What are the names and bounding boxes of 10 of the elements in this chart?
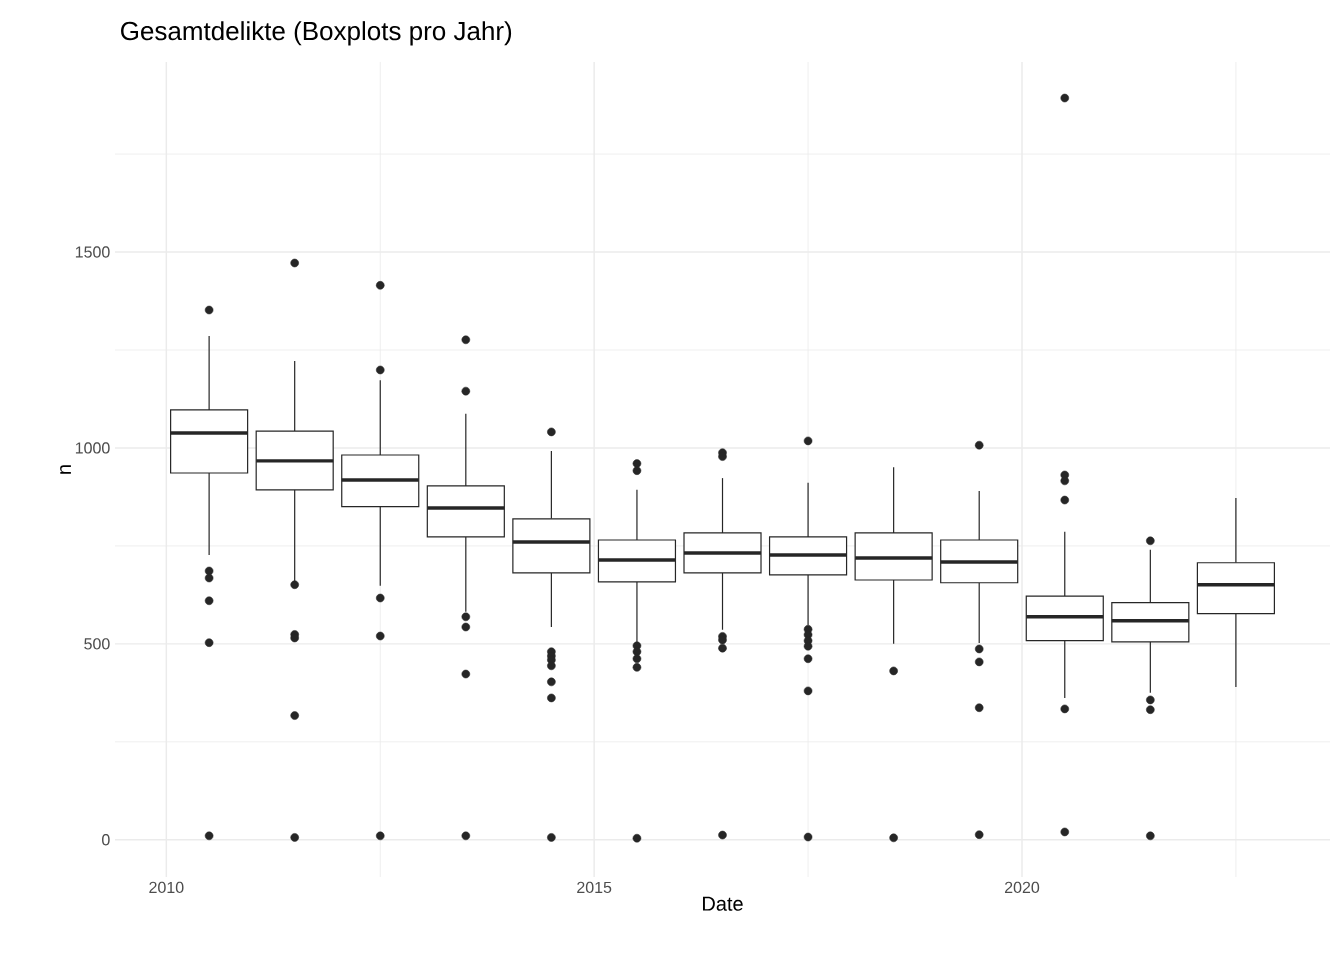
x-axis-title: Date bbox=[703, 896, 743, 911]
y-tick-label: 500 bbox=[84, 638, 110, 650]
y-axis-title: n bbox=[60, 465, 71, 474]
x-tick-label: 2015 bbox=[577, 881, 612, 894]
y-tick-label: 0 bbox=[102, 834, 110, 846]
y-tick-label: 1500 bbox=[75, 246, 110, 258]
x-tick-label: 2020 bbox=[1004, 881, 1040, 894]
chart-title: Gesamtdelikte (Boxplots pro Jahr) bbox=[121, 21, 512, 46]
x-tick-label: 2010 bbox=[149, 881, 184, 894]
y-tick-label: 1000 bbox=[75, 442, 110, 454]
